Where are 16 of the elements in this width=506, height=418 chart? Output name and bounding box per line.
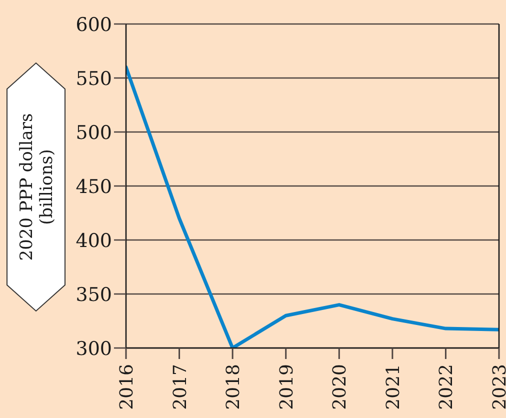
y-axis-title: 2020 PPP dollars (billions) (17, 113, 58, 261)
x-tick-label: 2016 (116, 364, 138, 410)
x-tick-label: 2020 (330, 364, 351, 410)
y-tick-label: 350 (76, 284, 112, 306)
x-tick-label: 2019 (276, 364, 298, 410)
y-tick-label: 600 (76, 14, 112, 36)
y-tick-label: 400 (76, 230, 112, 252)
x-tick-label: 2018 (223, 364, 244, 410)
x-tick-label: 2017 (170, 364, 191, 410)
y-tick-label: 450 (76, 176, 112, 198)
y-tick-label: 500 (76, 122, 112, 144)
x-tick-label: 2022 (436, 364, 458, 410)
x-tick-label: 2021 (382, 364, 404, 410)
x-tick-label: 2023 (489, 364, 506, 410)
y-tick-label: 550 (76, 68, 112, 90)
y-tick-label: 300 (76, 338, 112, 360)
